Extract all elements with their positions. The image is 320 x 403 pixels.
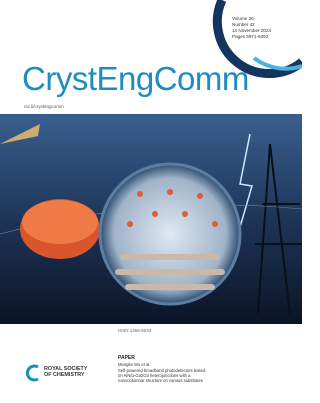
journal-title: CrystEngComm [22,60,249,98]
lens [100,164,240,304]
cover: Volume 26 Number 42 14 November 2024 Pag… [0,0,302,403]
paper-authors: Mengke Wu et al. [118,362,151,367]
publisher-line: OF CHEMISTRY [44,372,85,378]
rsc-logo [24,364,42,382]
layer [115,269,225,275]
layer [120,254,220,260]
atom [137,191,143,197]
date: 14 November 2024 [232,28,271,33]
lattice [115,254,225,290]
paper-title: Self-powered broadband photodetectors ba… [118,368,208,383]
atom [167,189,173,195]
number: Number 42 [232,22,255,27]
volume: Volume 26 [232,16,254,21]
atom [212,221,218,227]
layer [125,284,215,290]
logo-arc [27,366,38,380]
journal-url: rsc.li/crystengcomm [24,104,64,109]
cover-art [0,114,302,324]
atom [152,211,158,217]
issn: ISSN 1466-8033 [118,328,151,333]
atom [197,193,203,199]
pages: Pages 5971-6092 [232,34,268,39]
publisher-line: ROYAL SOCIETY [44,366,87,372]
nanocolumns-top [22,200,98,244]
atom [182,211,188,217]
paper-label: PAPER [118,355,135,361]
atom [127,221,133,227]
